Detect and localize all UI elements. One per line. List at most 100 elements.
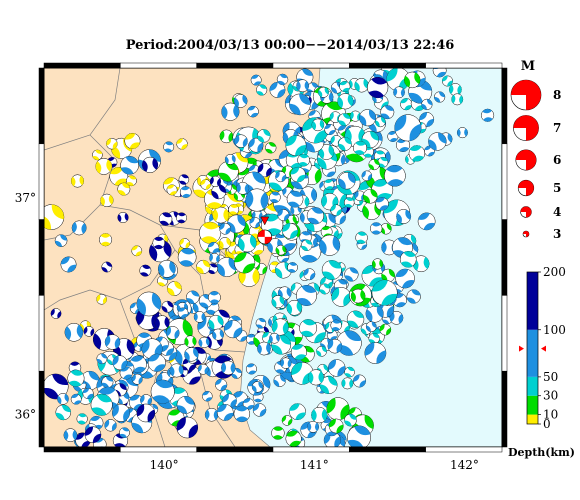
focal-mechanism-symbol <box>321 260 342 280</box>
focal-mechanism-symbol <box>316 345 327 357</box>
focal-mechanism-symbols <box>44 68 495 447</box>
focal-mechanism-symbol <box>330 319 342 332</box>
focal-mechanism-symbol <box>238 233 257 253</box>
focal-mechanism-symbol <box>178 174 190 185</box>
focal-mechanism-symbol <box>112 403 130 422</box>
focal-mechanism-symbol <box>252 403 267 417</box>
focal-mechanism-symbol <box>380 223 392 235</box>
focal-mechanism-symbol <box>67 369 85 387</box>
magnitude-legend-label: 4 <box>553 205 561 219</box>
focal-mechanism-symbol <box>359 109 377 127</box>
focal-mechanism-symbol <box>236 181 250 195</box>
focal-mechanism-symbol <box>375 116 386 128</box>
depth-marker-arrow <box>541 345 546 352</box>
focal-mechanism-symbol <box>339 80 351 93</box>
focal-mechanism-symbol <box>395 268 415 289</box>
focal-mechanism-symbol <box>269 191 281 204</box>
focal-mechanism-symbol <box>276 73 289 86</box>
focal-mechanism-symbol <box>147 353 166 372</box>
focal-mechanism-symbol <box>44 373 69 400</box>
focal-mechanism-symbol <box>269 81 286 98</box>
focal-mechanism-symbol <box>198 336 210 349</box>
focal-mechanism-symbol <box>326 397 350 421</box>
magnitude-legend-symbol <box>522 230 530 238</box>
focal-mechanism-symbol <box>319 283 331 295</box>
focal-mechanism-symbol <box>185 290 200 305</box>
main-epicenter-star <box>257 216 273 245</box>
focal-mechanism-symbol <box>289 403 306 421</box>
focal-mechanism-symbol <box>257 163 272 178</box>
focal-mechanism-symbol <box>319 376 338 394</box>
focal-mechanism-symbol <box>307 420 320 433</box>
focal-mechanism-symbol <box>157 260 176 278</box>
focal-mechanism-symbol <box>64 323 84 342</box>
focal-mechanism-symbol <box>354 78 369 93</box>
depth-color-band <box>527 395 538 415</box>
focal-mechanism-symbol <box>106 137 118 150</box>
focal-mechanism-symbol <box>271 318 289 336</box>
focal-mechanism-symbol <box>406 289 421 304</box>
focal-mechanism-symbol <box>338 172 356 190</box>
focal-mechanism-symbol <box>248 137 264 153</box>
focal-mechanism-symbol <box>55 404 72 421</box>
longitude-label: 142° <box>450 458 479 472</box>
focal-mechanism-symbol <box>377 156 389 168</box>
focal-mechanism-symbol <box>71 220 87 236</box>
focal-mechanism-symbol <box>451 93 464 106</box>
focal-mechanism-symbol <box>249 217 261 229</box>
focal-mechanism-symbol <box>456 127 468 139</box>
focal-mechanism-symbol <box>208 291 221 304</box>
focal-mechanism-symbol <box>131 245 143 257</box>
focal-mechanism-symbol <box>346 310 365 328</box>
focal-mechanism-symbol <box>361 170 373 182</box>
focal-mechanism-symbol <box>481 108 495 122</box>
focal-mechanism-symbol <box>169 363 184 378</box>
magnitude-legend-label: 5 <box>553 181 561 195</box>
focal-mechanism-symbol <box>428 132 447 151</box>
focal-mechanism-symbol <box>158 212 173 226</box>
focal-mechanism-symbol <box>275 244 287 256</box>
focal-mechanism-symbol <box>393 86 405 99</box>
focal-mechanism-symbol <box>216 404 234 421</box>
focal-mechanism-symbol <box>76 413 88 425</box>
focal-mechanism-symbol <box>82 387 94 399</box>
focal-mechanism-symbol <box>154 315 170 331</box>
focal-mechanism-symbol <box>318 144 335 160</box>
focal-mechanism-symbol <box>399 250 417 268</box>
focal-mechanism-symbol <box>99 233 113 247</box>
focal-mechanism-symbol <box>271 295 285 309</box>
focal-mechanism-symbol <box>380 105 395 120</box>
focal-mechanism-symbol <box>297 153 310 167</box>
focal-mechanism-symbol <box>299 319 318 337</box>
focal-mechanism-symbol <box>400 98 413 111</box>
focal-mechanism-symbol <box>317 86 329 98</box>
focal-mechanism-symbol <box>227 214 246 234</box>
focal-mechanism-symbol <box>403 71 421 89</box>
focal-mechanism-symbol <box>196 259 211 275</box>
focal-mechanism-symbol <box>319 234 341 256</box>
focal-mechanism-symbol <box>350 288 366 304</box>
focal-mechanism-symbol <box>257 129 271 143</box>
focal-mechanism-symbol <box>92 149 103 161</box>
depth-scale-title: Depth(km) <box>508 446 575 459</box>
focal-mechanism-symbol <box>417 212 436 231</box>
focal-mechanism-symbol <box>256 84 268 96</box>
longitude-label: 141° <box>300 458 329 472</box>
focal-mechanism-symbol <box>177 307 189 319</box>
focal-mechanism-symbol <box>234 252 256 274</box>
focal-mechanism-symbol <box>136 291 162 317</box>
focal-mechanism-symbol <box>176 396 195 414</box>
focal-mechanism-symbol <box>219 129 234 144</box>
focal-mechanism-symbol <box>265 142 277 154</box>
focal-mechanism-symbol <box>349 110 361 122</box>
focal-mechanism-symbol <box>221 102 240 121</box>
focal-mechanism-symbol <box>126 175 137 187</box>
focal-mechanism-symbol <box>228 204 240 216</box>
focal-mechanism-symbol <box>344 413 357 427</box>
focal-mechanism-symbol <box>273 374 286 388</box>
focal-mechanism-symbol <box>296 79 310 93</box>
focal-mechanism-symbol <box>124 132 141 150</box>
focal-mechanism-symbol <box>176 138 188 150</box>
depth-tick-label: 200 <box>543 265 566 279</box>
